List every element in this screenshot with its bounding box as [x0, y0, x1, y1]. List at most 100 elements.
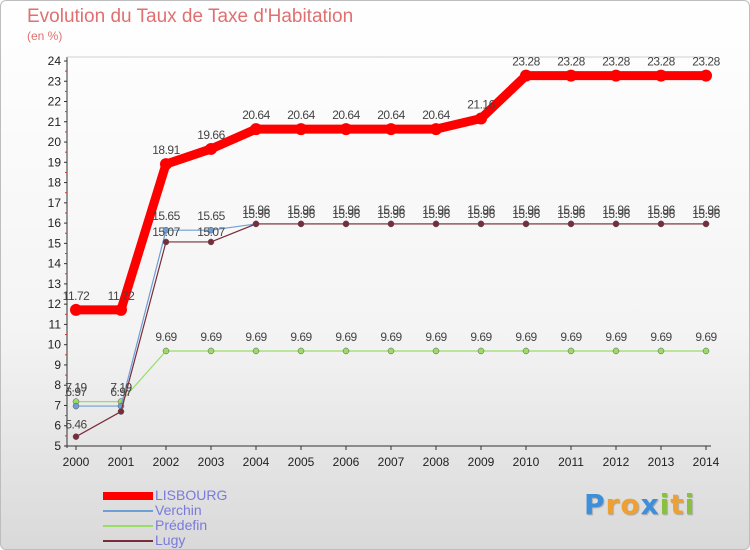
series-line [75, 223, 707, 407]
data-label: 15.96 [422, 207, 450, 221]
legend-swatch-lisbourg [103, 492, 153, 500]
chart-subtitle: (en %) [27, 29, 63, 43]
y-tick-label: 14 [48, 257, 62, 271]
data-label: 6.97 [110, 385, 132, 399]
data-label: 20.64 [377, 108, 405, 122]
series-lisbourg [70, 69, 712, 316]
data-label: 7.19 [65, 381, 87, 395]
data-label: 15.96 [377, 203, 405, 217]
data-label: 15.96 [467, 203, 495, 217]
y-tick-label: 16 [48, 216, 62, 230]
data-point [657, 347, 665, 355]
data-label: 15.96 [557, 207, 585, 221]
data-label: 9.69 [560, 330, 582, 344]
data-point [162, 347, 170, 355]
x-tick-label: 2006 [333, 455, 360, 469]
data-point [567, 347, 575, 355]
data-label: 15.65 [152, 209, 180, 223]
data-point [207, 238, 215, 246]
data-point [700, 69, 712, 82]
data-point [250, 123, 262, 136]
data-label: 15.96 [512, 203, 540, 217]
data-point [567, 220, 575, 228]
data-point [475, 112, 487, 125]
data-label: 9.69 [290, 330, 312, 344]
y-tick-label: 20 [48, 135, 62, 149]
data-point [522, 220, 530, 228]
data-label: 15.96 [242, 207, 270, 221]
y-tick-label: 6 [54, 419, 61, 433]
y-tick-label: 18 [48, 176, 62, 190]
y-tick-label: 13 [48, 277, 62, 291]
data-label: 15.96 [467, 207, 495, 221]
data-point [252, 220, 260, 228]
data-point [702, 220, 710, 228]
data-label: 15.96 [332, 203, 360, 217]
data-point [70, 303, 82, 316]
data-point [610, 69, 622, 82]
data-point [522, 347, 530, 355]
data-label: 11.72 [108, 289, 135, 303]
logo-letter: o [620, 488, 641, 521]
x-tick-label: 2003 [198, 455, 225, 469]
data-label: 20.64 [287, 108, 315, 122]
data-label: 9.69 [695, 330, 717, 344]
data-point [477, 220, 485, 228]
data-point [477, 347, 485, 355]
data-point [432, 347, 440, 355]
chart-title: Evolution du Taux de Taxe d'Habitation [27, 6, 354, 27]
x-tick-label: 2009 [468, 455, 495, 469]
x-tick-label: 2002 [153, 455, 180, 469]
data-label: 11.72 [63, 289, 90, 303]
data-label: 15.96 [287, 203, 315, 217]
data-label: 20.64 [422, 108, 450, 122]
data-label: 23.28 [557, 55, 585, 69]
data-point [252, 347, 260, 355]
data-point [162, 238, 170, 246]
data-label: 15.96 [647, 207, 675, 221]
data-label: 9.69 [425, 330, 447, 344]
data-label: 15.96 [692, 203, 720, 217]
data-point [655, 69, 667, 82]
data-label: 15.07 [197, 225, 225, 239]
x-tick-label: 2007 [378, 455, 405, 469]
series-lugy [72, 220, 710, 440]
data-point [387, 220, 395, 228]
x-tick-label: 2013 [648, 455, 675, 469]
data-point [612, 347, 620, 355]
data-point [160, 158, 172, 171]
legend-swatch-predefin [103, 525, 153, 527]
data-point [342, 347, 350, 355]
data-label: 15.96 [602, 203, 630, 217]
data-point [295, 123, 307, 136]
data-label: 15.07 [152, 225, 180, 239]
y-tick-label: 24 [48, 54, 62, 68]
series-verchin [72, 220, 710, 410]
data-label: 23.28 [647, 55, 675, 69]
data-label: 9.69 [155, 330, 177, 344]
data-label: 15.65 [197, 209, 225, 223]
data-point [72, 433, 80, 440]
logo-letter: i [684, 488, 696, 521]
data-label: 9.69 [380, 330, 402, 344]
y-tick-label: 22 [48, 95, 62, 109]
data-point [520, 69, 532, 82]
data-point [612, 220, 620, 228]
data-point [385, 123, 397, 136]
data-label: 20.64 [242, 108, 270, 122]
y-tick-label: 21 [48, 115, 62, 129]
x-tick-label: 2000 [63, 455, 90, 469]
data-label: 9.69 [605, 330, 627, 344]
data-label: 23.28 [512, 55, 540, 69]
y-tick-label: 19 [48, 155, 62, 169]
legend-label-lisbourg: LISBOURG [155, 487, 228, 503]
legend-label-predefin: Prédefin [155, 517, 208, 533]
data-point [432, 220, 440, 228]
x-tick-label: 2005 [288, 455, 315, 469]
x-tick-label: 2010 [513, 455, 540, 469]
data-label: 18.91 [152, 143, 180, 157]
logo-letter: x [640, 488, 660, 521]
data-label: 5.46 [65, 418, 87, 432]
